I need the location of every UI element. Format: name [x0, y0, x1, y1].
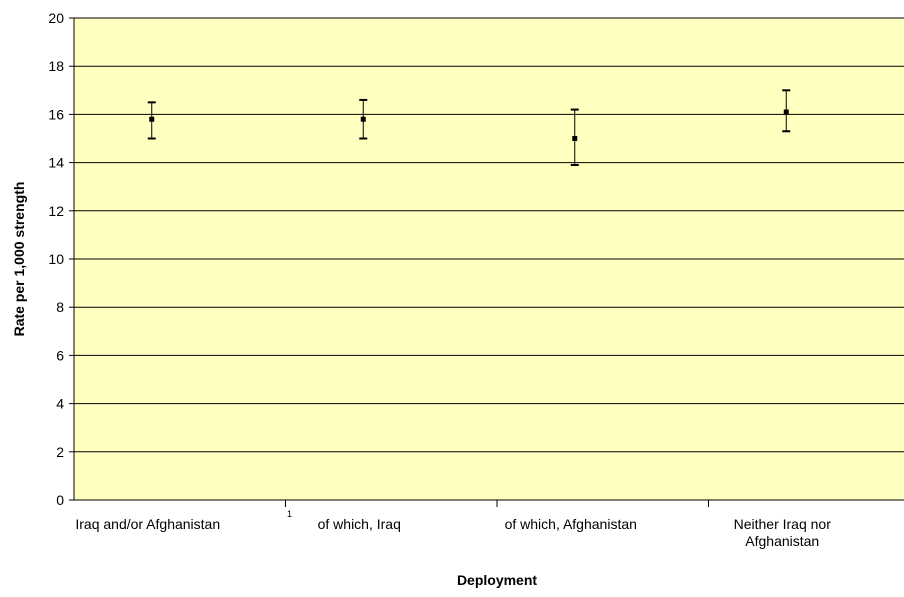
data-point: [149, 116, 155, 122]
y-tick-label: 6: [56, 347, 64, 363]
y-axis-ticks: 0 2 4 6 8 10 12 14 16 18 20: [48, 10, 74, 508]
x-axis-ticks: [285, 500, 709, 507]
y-axis-title: Rate per 1,000 strength: [11, 182, 27, 337]
y-tick-label: 4: [56, 396, 64, 412]
data-point: [783, 109, 789, 115]
gridlines: [74, 17, 904, 453]
data-marks: [147, 89, 791, 167]
y-tick-label: 12: [48, 203, 64, 219]
x-tick-label: of which, Iraq: [318, 516, 401, 532]
x-axis-title: Deployment: [457, 572, 537, 588]
footnote-marker: 1: [287, 509, 292, 519]
category-labels: Iraq and/or Afghanistan 1 of which, Iraq of…: [75, 509, 832, 549]
y-tick-label: 8: [56, 299, 64, 315]
data-point: [360, 116, 366, 122]
x-tick-label: Iraq and/or Afghanistan: [75, 516, 220, 532]
y-tick-label: 0: [56, 492, 64, 508]
y-tick-label: 18: [48, 58, 64, 74]
y-tick-label: 14: [48, 155, 64, 171]
y-tick-label: 2: [56, 444, 64, 460]
x-tick-label: Neither Iraq nor Afghanistan: [734, 516, 832, 549]
y-tick-label: 16: [48, 106, 64, 122]
y-tick-label: 10: [48, 251, 64, 267]
x-tick-label: of which, Afghanistan: [505, 516, 637, 532]
data-point: [572, 136, 578, 141]
y-tick-label: 20: [48, 10, 64, 26]
